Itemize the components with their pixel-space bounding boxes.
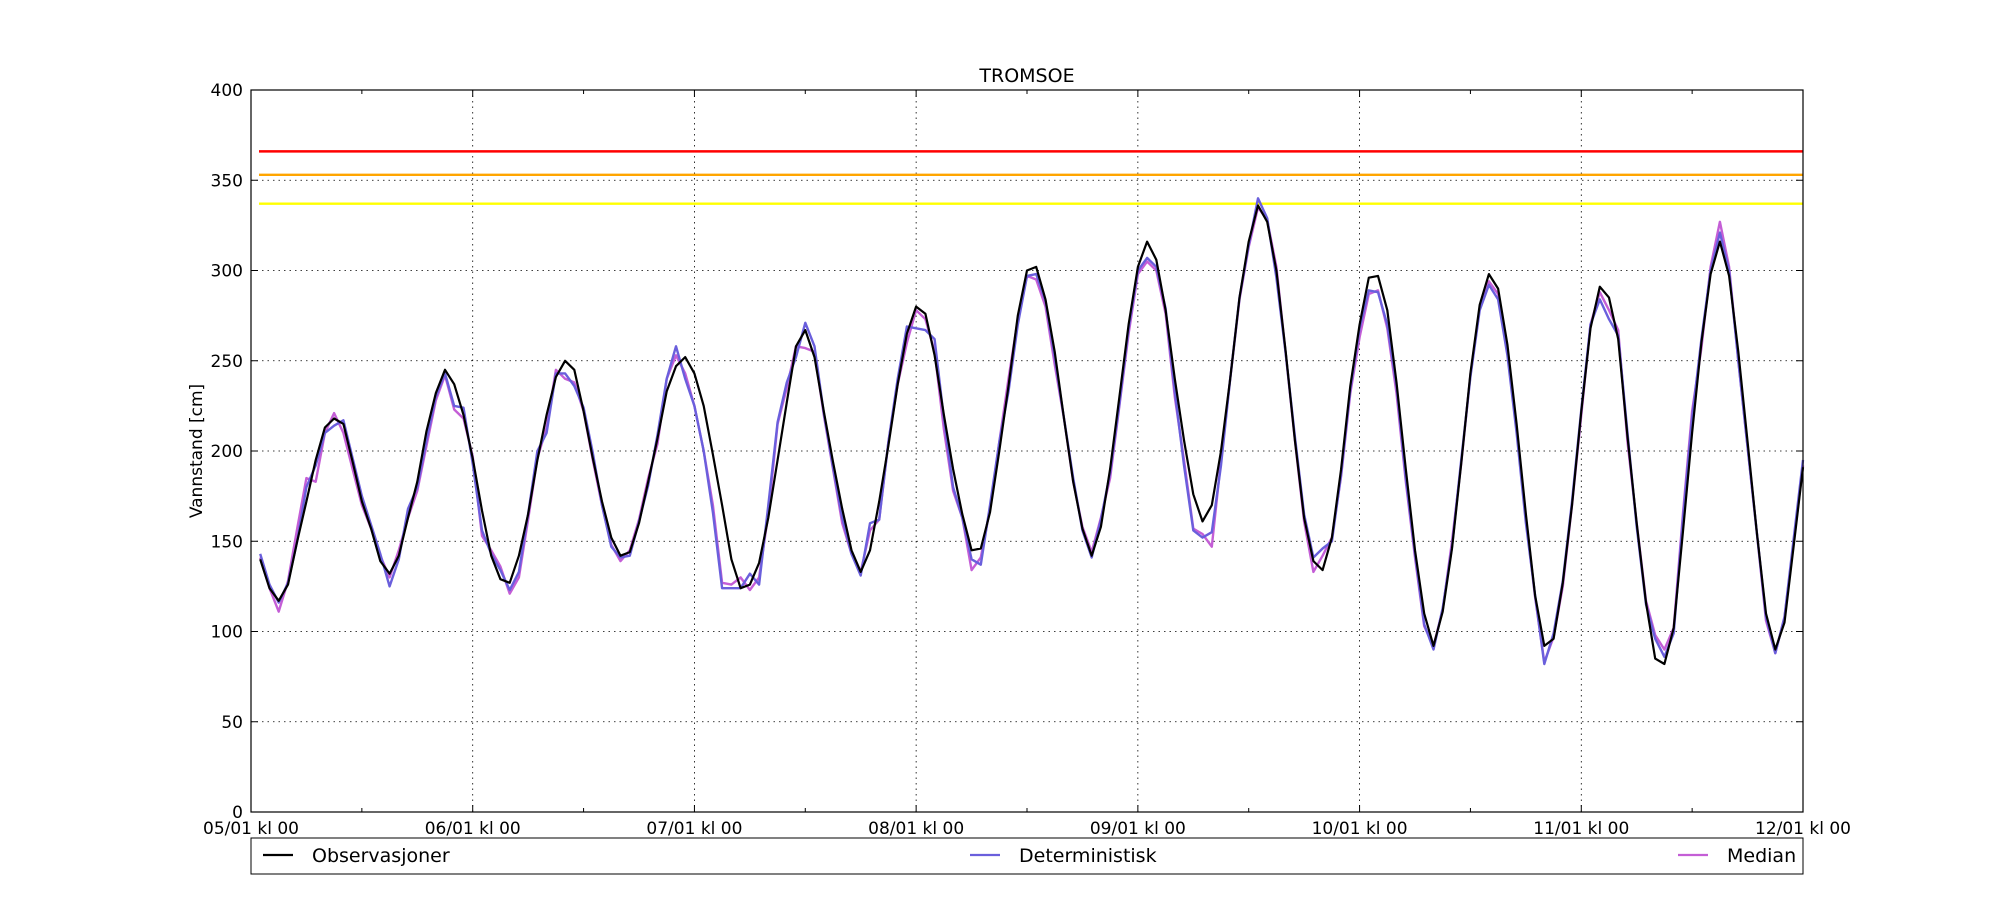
- x-tick-label: 08/01 kl 00: [868, 819, 964, 839]
- legend: Observasjoner Deterministisk Median: [250, 837, 1804, 875]
- y-axis-label: Vannstand [cm]: [187, 384, 207, 518]
- threshold-lines: [259, 150, 1803, 205]
- legend-label-median: Median: [1727, 845, 1796, 867]
- x-tick-label: 12/01 kl 00: [1755, 819, 1851, 839]
- y-tick-label: 350: [211, 171, 243, 191]
- x-tick-label: 10/01 kl 00: [1312, 819, 1408, 839]
- y-tick-label: 200: [211, 442, 243, 462]
- y-tick-label: 0: [232, 803, 243, 823]
- y-tick-label: 250: [211, 352, 243, 372]
- data-series: [259, 197, 1805, 666]
- legend-label-deterministisk: Deterministisk: [1019, 845, 1157, 867]
- series-line-deterministisk: [259, 197, 1805, 666]
- x-tick-label: 09/01 kl 00: [1090, 819, 1186, 839]
- axis-ticks: 0 50 100 150 200 250 300 350 400 05/01 kl 00 06/01…: [203, 81, 1851, 839]
- y-tick-label: 300: [211, 262, 243, 282]
- x-tick-label: 05/01 kl 00: [203, 819, 299, 839]
- x-tick-label: 07/01 kl 00: [646, 819, 742, 839]
- legend-frame: [250, 837, 1804, 875]
- x-tick-label: 11/01 kl 00: [1533, 819, 1629, 839]
- chart-title: TROMSOE: [978, 65, 1074, 87]
- x-tick-label: 06/01 kl 00: [425, 819, 521, 839]
- y-tick-label: 100: [211, 623, 243, 643]
- y-tick-label: 50: [221, 713, 243, 733]
- series-line-observasjoner: [259, 204, 1805, 666]
- y-tick-label: 150: [211, 532, 243, 552]
- legend-label-observasjoner: Observasjoner: [312, 845, 450, 867]
- y-tick-label: 400: [211, 81, 243, 101]
